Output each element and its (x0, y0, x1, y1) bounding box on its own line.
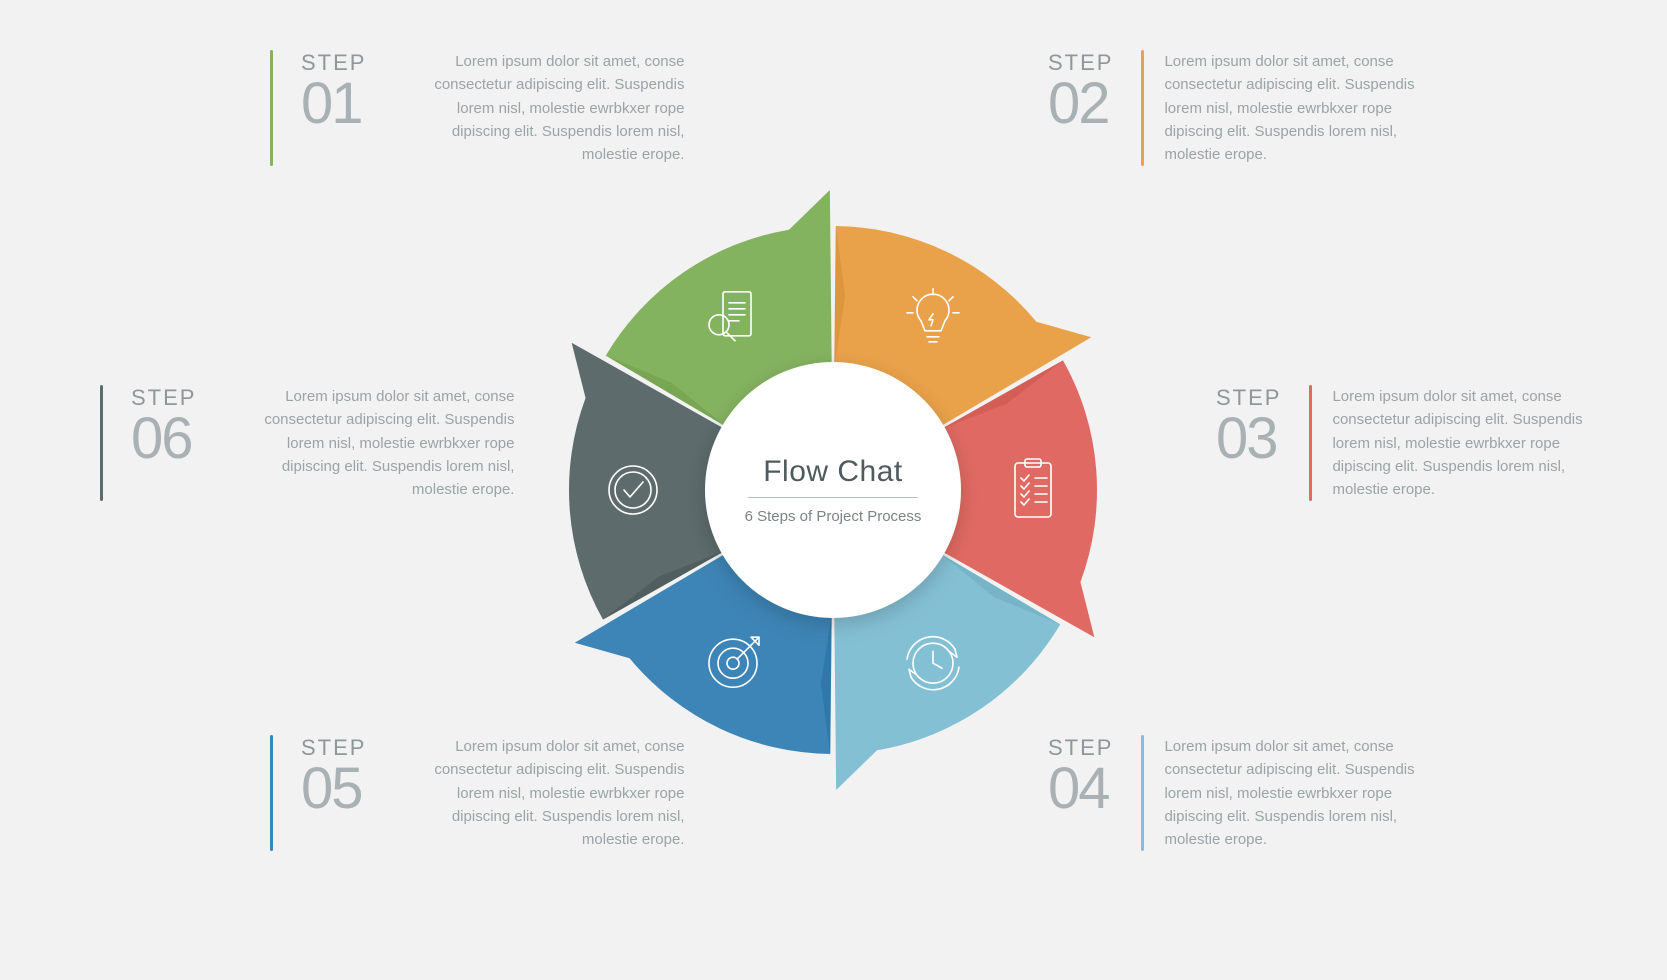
step-06-callout: Lorem ipsum dolor sit amet, conse consec… (80, 385, 514, 501)
step-02-callout: STEP02 Lorem ipsum dolor sit amet, conse … (1020, 50, 1454, 166)
step-03-body: Lorem ipsum dolor sit amet, conse consec… (1332, 385, 1622, 501)
step-04-number-block: STEP04 (1020, 735, 1141, 816)
step-01-digits: 01 (301, 76, 366, 131)
infographic-stage: Flow Chat 6 Steps of Project Process Lor… (0, 0, 1667, 980)
step-05-callout: Lorem ipsum dolor sit amet, conse consec… (250, 735, 684, 851)
step-03-number-block: STEP03 (1188, 385, 1309, 466)
step-05-body: Lorem ipsum dolor sit amet, conse consec… (394, 735, 684, 851)
step-04-callout: STEP04 Lorem ipsum dolor sit amet, conse … (1020, 735, 1454, 851)
step-06-digits: 06 (131, 411, 196, 466)
center-title: Flow Chat (745, 455, 922, 489)
step-02-number-block: STEP02 (1020, 50, 1141, 131)
step-04-digits: 04 (1048, 761, 1113, 816)
step-01-callout: Lorem ipsum dolor sit amet, conse consec… (250, 50, 684, 166)
step-02-digits: 02 (1048, 76, 1113, 131)
step-03-digits: 03 (1216, 411, 1281, 466)
step-04-rule (1141, 735, 1144, 851)
step-03-rule (1309, 385, 1312, 501)
center-circle-content: Flow Chat 6 Steps of Project Process (745, 455, 922, 525)
step-01-body: Lorem ipsum dolor sit amet, conse consec… (394, 50, 684, 166)
step-02-rule (1141, 50, 1144, 166)
step-05-number-block: STEP05 (273, 735, 394, 816)
step-06-body: Lorem ipsum dolor sit amet, conse consec… (224, 385, 514, 501)
step-05-digits: 05 (301, 761, 366, 816)
step-02-body: Lorem ipsum dolor sit amet, conse consec… (1164, 50, 1454, 166)
center-rule (748, 497, 918, 498)
step-03-callout: STEP03 Lorem ipsum dolor sit amet, conse … (1188, 385, 1622, 501)
step-04-body: Lorem ipsum dolor sit amet, conse consec… (1164, 735, 1454, 851)
step-06-number-block: STEP06 (103, 385, 224, 466)
center-subtitle: 6 Steps of Project Process (745, 508, 922, 525)
step-01-number-block: STEP01 (273, 50, 394, 131)
